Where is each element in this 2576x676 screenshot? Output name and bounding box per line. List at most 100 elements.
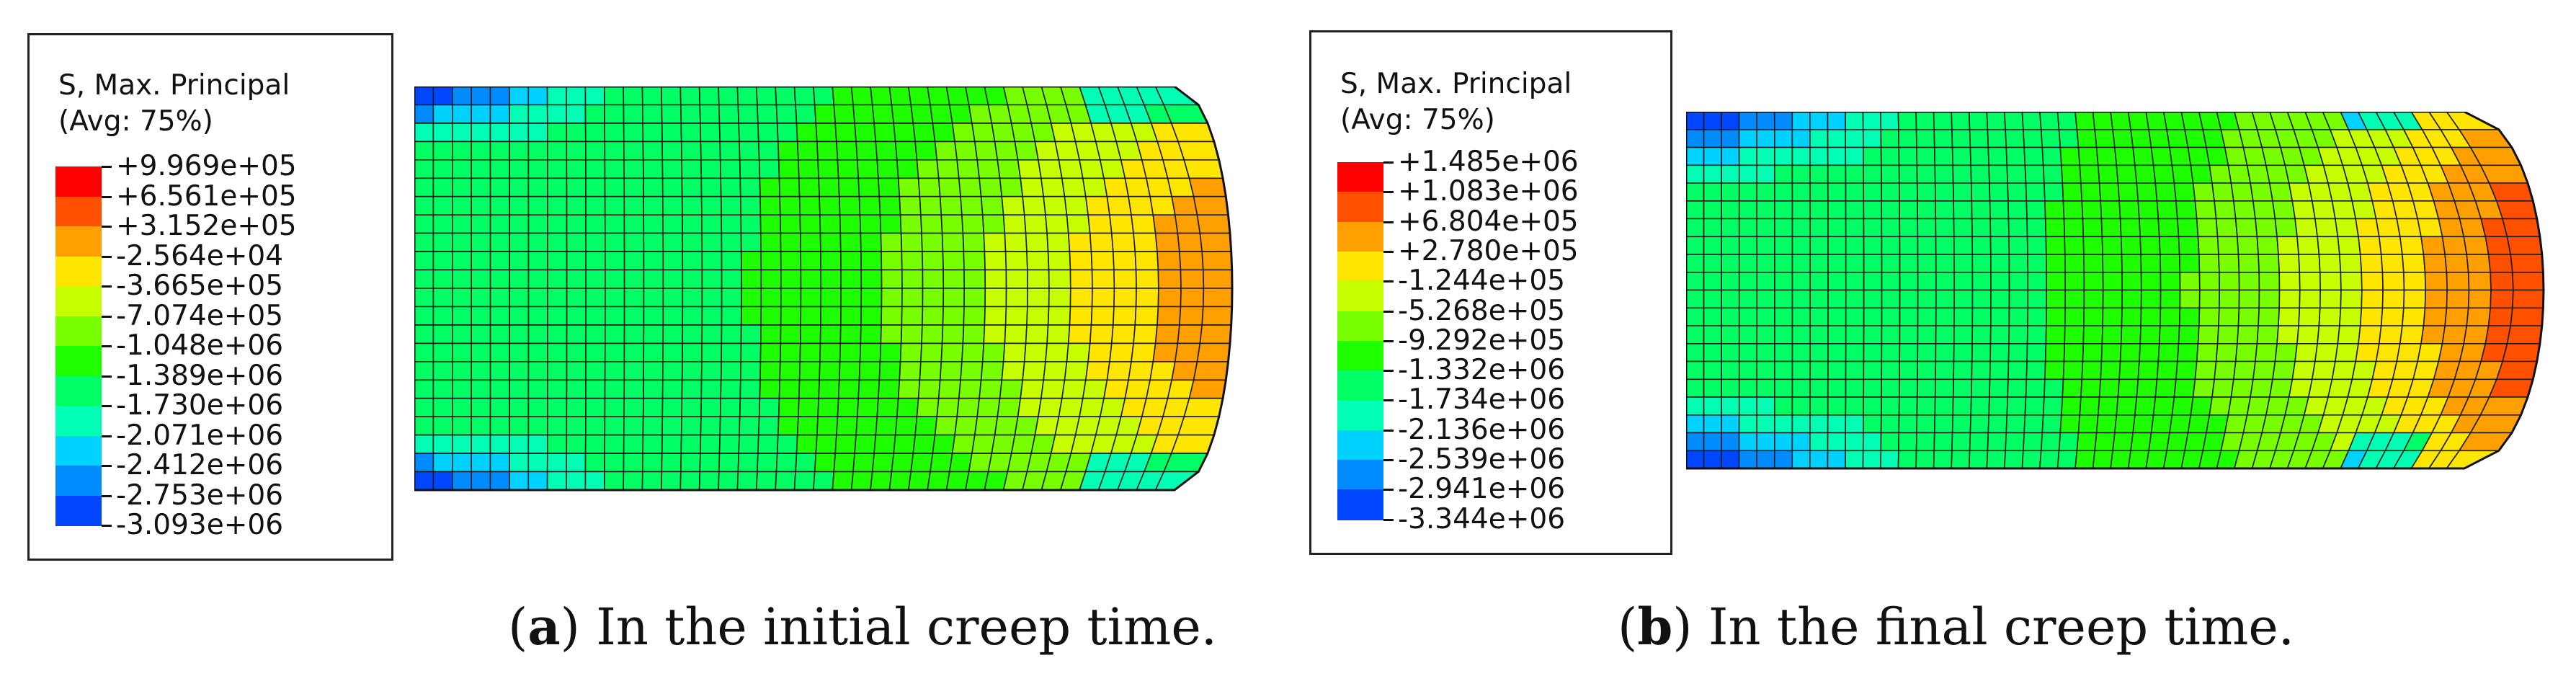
mesh-element [527,86,548,106]
mesh-element [662,324,684,344]
mesh-element [2218,307,2240,326]
mesh-element [871,453,895,473]
mesh-element [2359,254,2384,273]
mesh-element [527,251,548,271]
mesh-element [471,159,491,179]
mesh-element [2484,236,2512,255]
mesh-element [566,232,587,252]
mesh-element [1917,218,1937,238]
mesh-element [1067,324,1092,344]
mesh-element [643,195,664,215]
mesh-element [2160,272,2181,291]
mesh-element [899,342,922,363]
mesh-element [856,159,879,179]
mesh-element [793,471,816,491]
mesh-element [623,379,644,399]
mesh-element [2272,200,2296,220]
mesh-element [994,141,1019,161]
mesh-element [1721,164,1740,184]
mesh-element [916,159,940,179]
mesh-element [1188,379,1227,399]
mesh-element [489,360,510,381]
mesh-element [1703,432,1722,452]
mesh-element [1686,112,1705,130]
mesh-element [2175,360,2198,381]
mesh-element [2007,218,2028,238]
mesh-element [2154,182,2177,202]
mesh-element [718,123,740,143]
mesh-element [2082,342,2103,363]
mesh-element [2003,112,2024,130]
legend-tick [102,166,112,168]
mesh-element [2276,325,2299,344]
legend-tick [1383,489,1394,492]
mesh-element [1703,360,1722,381]
mesh-element [566,251,587,271]
mesh-element [2211,182,2234,202]
mesh-element [980,195,1004,215]
stress-contour-mesh-a [414,86,1234,492]
mesh-element [948,453,973,473]
mesh-element [894,141,918,161]
mesh-element [1969,128,1989,148]
mesh-element [2056,450,2078,469]
mesh-element [1880,128,1900,148]
mesh-element [1969,432,1989,452]
mesh-element [2119,342,2142,363]
mesh-element [604,159,625,179]
mesh-element [1774,164,1793,184]
mesh-element [1703,378,1722,398]
mesh-element [2152,396,2175,416]
mesh-element [891,104,914,124]
legend-level-label: -3.093e+06 [116,509,284,541]
legend-level-label: -1.734e+06 [1398,383,1566,417]
mesh-element [2062,200,2084,220]
legend-level-label: +6.561e+05 [116,179,297,213]
mesh-element [1025,232,1049,252]
mesh-element [2074,112,2096,130]
mesh-element [414,251,434,271]
mesh-element [566,104,587,124]
mesh-element [623,214,645,234]
mesh-element [860,269,883,289]
mesh-element [432,360,453,381]
mesh-element [914,416,938,436]
mesh-element [719,416,741,436]
mesh-element [875,416,898,436]
mesh-element [737,453,759,473]
mesh-element [2157,218,2180,238]
mesh-element [1756,325,1775,344]
mesh-element [642,416,664,436]
mesh-element [2278,307,2301,326]
mesh-element [1968,112,1989,130]
mesh-element [1091,269,1115,289]
mesh-element [1738,342,1757,363]
mesh-element [2396,218,2422,238]
mesh-element [605,269,625,289]
mesh-element [432,342,453,363]
mesh-element [1103,379,1130,399]
mesh-element [1202,288,1233,308]
mesh-element [1845,112,1864,130]
mesh-element [1089,324,1114,344]
mesh-element [2420,236,2446,255]
mesh-element [1917,360,1937,381]
mesh-element [778,379,801,399]
mesh-element [979,379,1003,399]
mesh-element [2112,432,2134,452]
mesh-element [721,342,742,363]
mesh-element [2025,378,2046,398]
mesh-element [937,177,961,197]
mesh-element [2024,396,2045,416]
mesh-element [2234,342,2258,363]
mesh-element [2098,378,2120,398]
mesh-element [2080,378,2102,398]
mesh-element [1703,128,1722,148]
mesh-element [854,123,877,143]
mesh-element [917,379,941,399]
mesh-element [1898,146,1918,166]
mesh-element [1048,288,1071,308]
mesh-element [951,123,976,143]
mesh-element [759,177,781,197]
mesh-element [1738,128,1757,148]
